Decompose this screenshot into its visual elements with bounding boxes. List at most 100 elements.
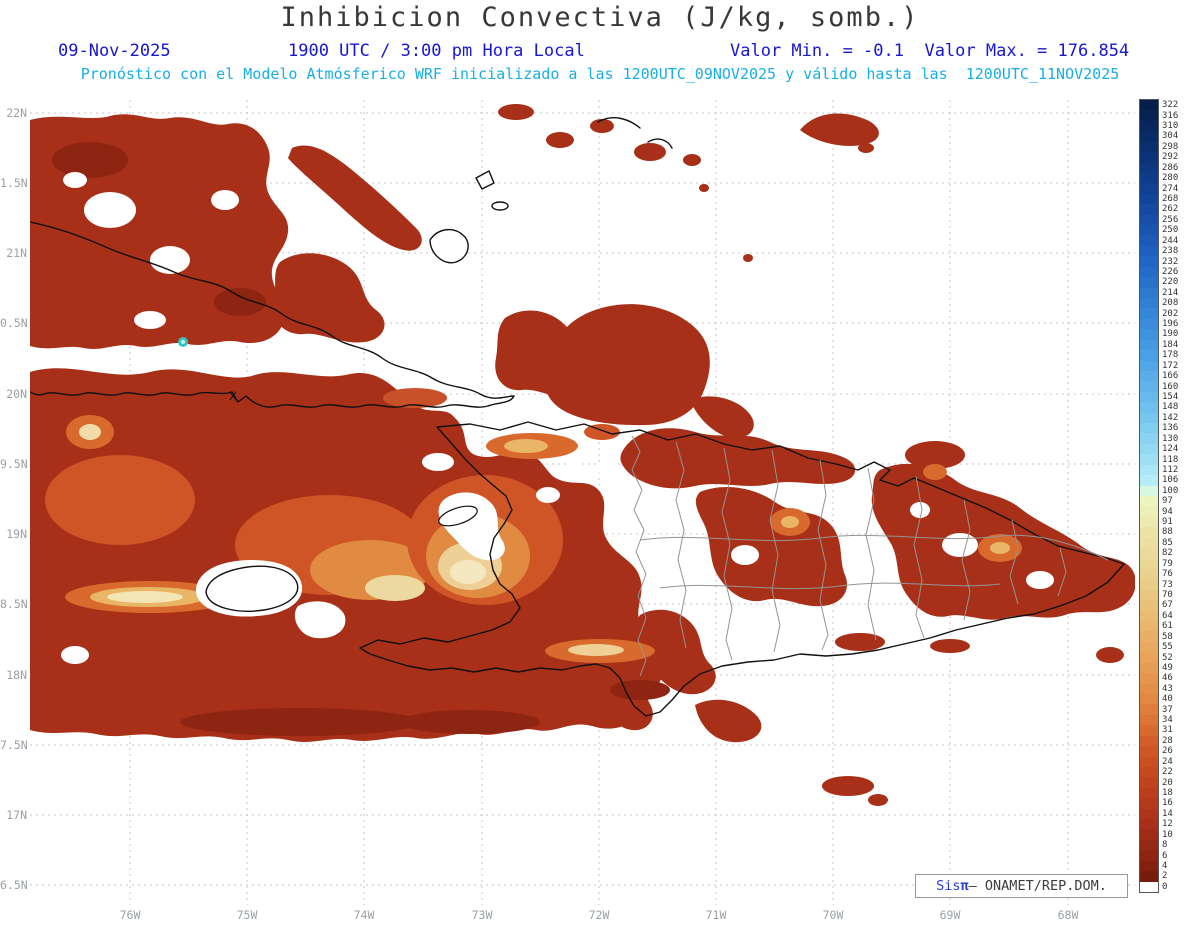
colorbar-tick-label: 304 <box>1162 131 1179 142</box>
colorbar-tick-label: 256 <box>1162 214 1179 225</box>
colorbar-cell <box>1140 214 1158 226</box>
colorbar-tick-label: 214 <box>1162 287 1179 298</box>
pi-logo-icon: π <box>960 878 969 894</box>
lon-tick-label: 74W <box>353 908 375 922</box>
branding-box: Sis π — ONAMET/REP.DOM. <box>915 874 1128 898</box>
colorbar-tick-label: 100 <box>1162 485 1179 496</box>
colorbar-cell <box>1140 537 1158 549</box>
colorbar-tick-label: 10 <box>1162 829 1173 840</box>
colorbar-cell <box>1140 589 1158 601</box>
colorbar-tick-label: 88 <box>1162 527 1173 538</box>
colorbar-tick-label: 250 <box>1162 225 1179 236</box>
colorbar-tick-label: 196 <box>1162 319 1179 330</box>
colorbar-cell <box>1140 308 1158 320</box>
colorbar-tick-label: 14 <box>1162 808 1173 819</box>
valid-time-label: 1900 UTC / 3:00 pm Hora Local <box>288 41 585 61</box>
colorbar-cell <box>1140 683 1158 695</box>
colorbar-tick-label: 130 <box>1162 433 1179 444</box>
colorbar-cell <box>1140 475 1158 487</box>
colorbar-tick-label: 220 <box>1162 277 1179 288</box>
colorbar-cell <box>1140 506 1158 518</box>
colorbar-tick-label: 97 <box>1162 496 1173 507</box>
colorbar-tick-label: 46 <box>1162 673 1173 684</box>
colorbar-cell <box>1140 110 1158 122</box>
gonave-island <box>438 505 478 527</box>
colorbar-cell <box>1140 360 1158 372</box>
colorbar-tick-label: 148 <box>1162 402 1179 413</box>
colorbar-tick-label: 244 <box>1162 235 1179 246</box>
colorbar-cell <box>1140 193 1158 205</box>
colorbar-tick-label: 238 <box>1162 246 1179 257</box>
colorbar-tick-label: 166 <box>1162 371 1179 382</box>
colorbar-cell <box>1140 829 1158 841</box>
colorbar-cell <box>1140 183 1158 195</box>
colorbar-cell <box>1140 464 1158 476</box>
colorbar-cell <box>1140 694 1158 705</box>
colorbar-cell <box>1140 339 1158 351</box>
colorbar-tick-label: 37 <box>1162 704 1173 715</box>
colorbar-tick-label: 58 <box>1162 631 1173 642</box>
colorbar-tick-label: 154 <box>1162 392 1179 402</box>
colorbar-cell <box>1140 662 1158 674</box>
lat-tick-label: 17N <box>6 808 27 822</box>
colorbar-tick-label: 0 <box>1162 881 1168 892</box>
colorbar-cell <box>1140 808 1158 820</box>
colorbar-cell <box>1140 496 1158 507</box>
colorbar-tick-label: 292 <box>1162 152 1179 163</box>
colorbar-tick-label: 106 <box>1162 475 1179 486</box>
colorbar-cell <box>1140 631 1158 643</box>
colorbar-tick-label: 91 <box>1162 517 1173 528</box>
colorbar-cell <box>1140 714 1158 726</box>
colorbar-cell <box>1140 881 1158 893</box>
colorbar-tick-label: 4 <box>1162 860 1168 871</box>
colorbar-tick-label: 2 <box>1162 871 1168 882</box>
colorbar-tick-label: 226 <box>1162 266 1179 277</box>
colorbar-tick-label: 8 <box>1162 840 1168 851</box>
colorbar-tick-label: 310 <box>1162 121 1179 132</box>
colorbar-tick-label: 6 <box>1162 850 1168 861</box>
colorbar-cell <box>1140 266 1158 278</box>
colorbar-tick-label: 16 <box>1162 798 1173 809</box>
colorbar-tick-label: 190 <box>1162 329 1179 340</box>
province-borders-layer <box>631 435 1109 677</box>
colorbar-tick-label: 85 <box>1162 537 1173 548</box>
colorbar-cell <box>1140 548 1158 559</box>
colorbar-cell <box>1140 839 1158 851</box>
branding-org-label: — ONAMET/REP.DOM. <box>968 878 1107 894</box>
colorbar-cell <box>1140 100 1158 111</box>
colorbar-cell <box>1140 704 1158 716</box>
lat-tick-label: 0.5N <box>0 316 28 330</box>
colorbar-cell <box>1140 381 1158 393</box>
colorbar-cell <box>1140 735 1158 747</box>
colorbar-cell <box>1140 225 1158 236</box>
colorbar-cell <box>1140 850 1158 862</box>
colorbar-cell <box>1140 423 1158 434</box>
colorbar-cell <box>1140 652 1158 664</box>
colorbar-cell <box>1140 485 1158 497</box>
colorbar-tick-label: 61 <box>1162 621 1173 632</box>
colorbar-cell <box>1140 172 1158 184</box>
colorbar-cell <box>1140 318 1158 330</box>
colorbar-cell <box>1140 287 1158 299</box>
colorbar-cell <box>1140 131 1158 143</box>
lat-tick-label: 7.5N <box>0 738 28 752</box>
colorbar-tick-label: 82 <box>1162 548 1173 559</box>
colorbar-tick-label: 34 <box>1162 715 1173 726</box>
lat-tick-label: 9.5N <box>0 457 28 471</box>
colorbar-tick-label: 64 <box>1162 610 1173 621</box>
colorbar-tick-label: 67 <box>1162 600 1173 611</box>
colorbar-tick-label: 26 <box>1162 746 1173 757</box>
colorbar-cell <box>1140 527 1158 539</box>
colorbar-tick-label: 124 <box>1162 444 1179 455</box>
colorbar-tick-label: 118 <box>1162 454 1179 465</box>
colorbar-tick-label: 280 <box>1162 173 1179 184</box>
colorbar-tick-label: 55 <box>1162 642 1173 653</box>
colorbar-tick-label: 208 <box>1162 298 1179 309</box>
colorbar-cell <box>1140 277 1158 289</box>
guantanamo-marker <box>229 391 237 401</box>
lon-tick-label: 75W <box>236 908 258 922</box>
colorbar-cell <box>1140 412 1158 424</box>
lon-tick-label: 73W <box>471 908 493 922</box>
lat-tick-label: 8.5N <box>0 597 28 611</box>
